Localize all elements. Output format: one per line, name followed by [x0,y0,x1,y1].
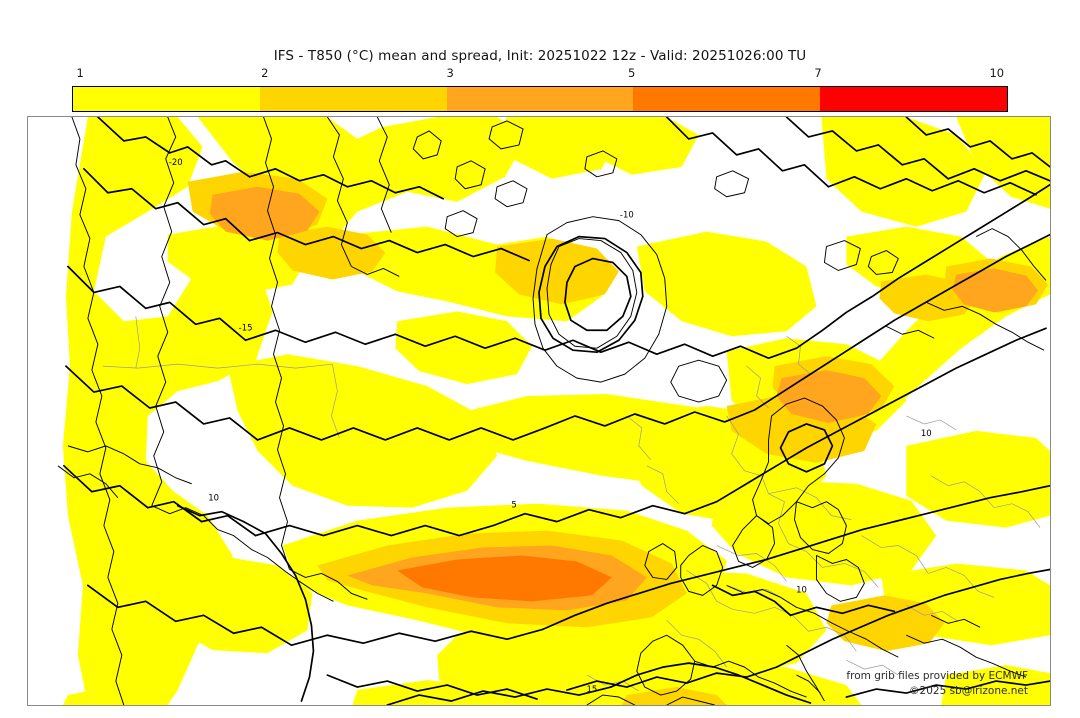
contour-label: -10 [620,210,634,220]
colorbar-tick-3: 3 [446,66,454,80]
colorbar-tick-10: 10 [989,66,1005,80]
colorbar-tick-labels: 1 2 3 5 7 10 [72,66,1008,84]
contour-label: 10 [796,584,807,594]
spread-shading-level-5 [397,555,612,602]
colorbar-scale [72,86,1008,112]
colorbar-segment-5-7 [633,87,821,111]
contour-label: -15 [239,322,253,332]
colorbar-container: 1 2 3 5 7 10 [72,66,1008,114]
page-title: IFS - T850 (°C) mean and spread, Init: 2… [273,48,807,64]
colorbar-segment-3-5 [446,87,634,111]
contour-label: 10 [208,493,219,503]
colorbar-tick-1: 1 [76,66,84,80]
contour-label: 10 [921,428,932,438]
map-frame[interactable]: -20 -10 -15 10 5 10 15 10 from grib file… [27,116,1051,706]
colorbar-segment-1-2 [73,87,260,111]
weather-map[interactable]: -20 -10 -15 10 5 10 15 10 [28,117,1050,705]
colorbar-segment-7-10 [820,87,1007,111]
colorbar-tick-5: 5 [628,66,636,80]
colorbar-segment-2-3 [259,87,447,111]
colorbar-tick-7: 7 [814,66,822,80]
coastlines [57,117,1047,705]
contour-labels: -20 -10 -15 10 5 10 15 10 [169,157,932,694]
colorbar-tick-2: 2 [261,66,269,80]
contour-label: -20 [169,157,183,167]
contour-label: 5 [511,500,516,510]
temperature-contours [63,117,1050,705]
contour-label: 15 [587,684,598,694]
